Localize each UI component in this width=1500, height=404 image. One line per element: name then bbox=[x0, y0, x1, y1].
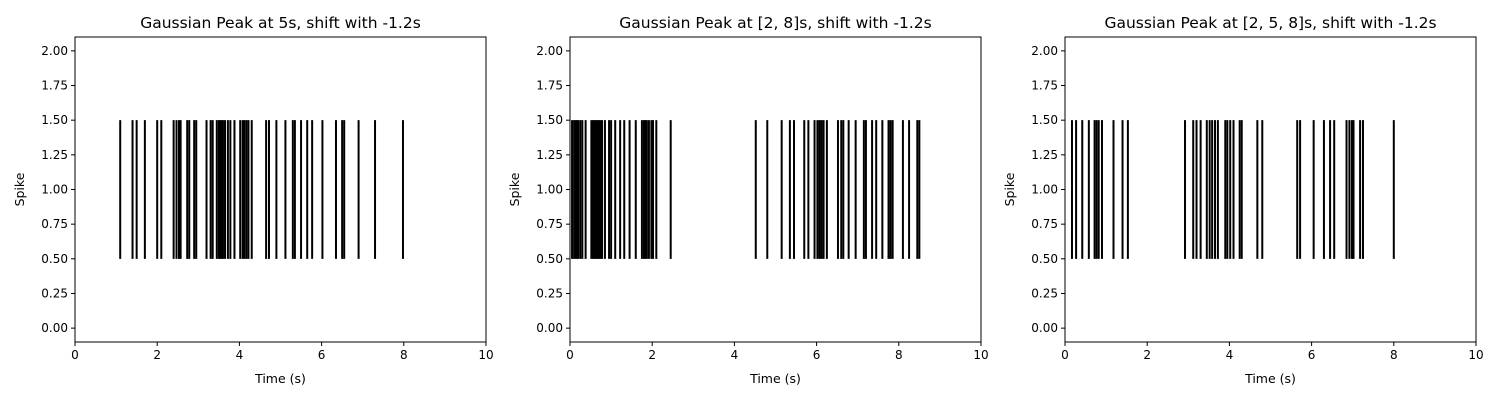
chart-2-y-axis-label: Spike bbox=[507, 172, 522, 206]
chart-2-x-tick-label: 4 bbox=[731, 348, 739, 362]
chart-3-y-tick-label: 0.50 bbox=[1031, 252, 1058, 266]
chart-1-y-tick-label: 1.00 bbox=[41, 183, 68, 197]
chart-3-x-tick-label: 0 bbox=[1061, 348, 1069, 362]
chart-2-x-tick-label: 0 bbox=[566, 348, 574, 362]
chart-3-y-tick-label: 1.75 bbox=[1031, 79, 1058, 93]
chart-3-y-tick-label: 0.75 bbox=[1031, 217, 1058, 231]
chart-2-y-tick-label: 0.25 bbox=[536, 286, 563, 300]
chart-3-y-tick-label: 2.00 bbox=[1031, 44, 1058, 58]
chart-1-panel: 0 2 4 6 8 10 0.00 0.25 0.50 0.75 1.00 1.25 1.50 1.75 2… bbox=[12, 14, 494, 386]
chart-1-y-axis-label: Spike bbox=[12, 172, 27, 206]
chart-1-x-tick-label: 8 bbox=[400, 348, 408, 362]
chart-3-x-tick-label: 8 bbox=[1390, 348, 1398, 362]
chart-1-x-tick-label: 0 bbox=[71, 348, 79, 362]
chart-2-y-tick-label: 1.75 bbox=[536, 79, 563, 93]
chart-2-events bbox=[571, 120, 921, 259]
chart-3-y-tick-label: 1.25 bbox=[1031, 148, 1058, 162]
chart-3-x-axis-label: Time (s) bbox=[1244, 371, 1296, 386]
chart-1-y-tick-label: 1.75 bbox=[41, 79, 68, 93]
chart-1-x-tick-label: 10 bbox=[478, 348, 493, 362]
chart-3-x-tick-label: 6 bbox=[1308, 348, 1316, 362]
chart-2-y-tick-label: 0.50 bbox=[536, 252, 563, 266]
chart-3-x-tick-label: 2 bbox=[1143, 348, 1151, 362]
chart-2-y-tick-label: 1.50 bbox=[536, 113, 563, 127]
chart-3-y-tick-label: 0.00 bbox=[1031, 321, 1058, 335]
chart-3-y-tick-label: 0.25 bbox=[1031, 286, 1058, 300]
chart-3-title: Gaussian Peak at [2, 5, 8]s, shift with … bbox=[1104, 14, 1436, 32]
chart-1-x-tick-label: 2 bbox=[153, 348, 161, 362]
chart-2-x-tick-label: 6 bbox=[813, 348, 821, 362]
chart-1-y-tick-label: 0.25 bbox=[41, 286, 68, 300]
chart-2-y-tick-label: 2.00 bbox=[536, 44, 563, 58]
chart-1-y-tick-label: 1.50 bbox=[41, 113, 68, 127]
chart-3-y-tick-label: 1.00 bbox=[1031, 183, 1058, 197]
chart-2-title: Gaussian Peak at [2, 8]s, shift with -1.… bbox=[619, 14, 931, 32]
chart-2-y-tick-label: 0.00 bbox=[536, 321, 563, 335]
chart-2-y-tick-label: 1.00 bbox=[536, 183, 563, 197]
chart-1-events bbox=[119, 120, 404, 259]
chart-1-title: Gaussian Peak at 5s, shift with -1.2s bbox=[140, 14, 421, 32]
chart-2-y-tick-label: 0.75 bbox=[536, 217, 563, 231]
chart-1-x-axis-label: Time (s) bbox=[254, 371, 306, 386]
chart-3-y-tick-label: 1.50 bbox=[1031, 113, 1058, 127]
chart-3-y-axis-label: Spike bbox=[1002, 172, 1017, 206]
chart-2-y-tick-label: 1.25 bbox=[536, 148, 563, 162]
chart-1-x-tick-label: 6 bbox=[318, 348, 326, 362]
chart-3-x-tick-label: 10 bbox=[1468, 348, 1483, 362]
chart-3-events bbox=[1070, 120, 1395, 259]
chart-1-x-tick-label: 4 bbox=[236, 348, 244, 362]
chart-2-panel: 0 2 4 6 8 10 0.00 0.25 0.50 0.75 1.00 1.25 1.50 1.75 2… bbox=[507, 14, 989, 386]
chart-2-x-tick-label: 10 bbox=[973, 348, 988, 362]
chart-2-x-tick-label: 8 bbox=[895, 348, 903, 362]
chart-2-x-tick-label: 2 bbox=[648, 348, 656, 362]
chart-1-y-tick-label: 1.25 bbox=[41, 148, 68, 162]
chart-1-y-tick-label: 0.75 bbox=[41, 217, 68, 231]
chart-3-x-tick-label: 4 bbox=[1226, 348, 1234, 362]
chart-1-y-tick-label: 0.00 bbox=[41, 321, 68, 335]
chart-1-y-tick-label: 0.50 bbox=[41, 252, 68, 266]
chart-3-axes-frame bbox=[1064, 36, 1477, 343]
chart-3-panel: 0 2 4 6 8 10 0.00 0.25 0.50 0.75 1.00 1.25 1.50 1.75 2… bbox=[1002, 14, 1484, 386]
chart-2-x-axis-label: Time (s) bbox=[749, 371, 801, 386]
chart-1-y-tick-label: 2.00 bbox=[41, 44, 68, 58]
